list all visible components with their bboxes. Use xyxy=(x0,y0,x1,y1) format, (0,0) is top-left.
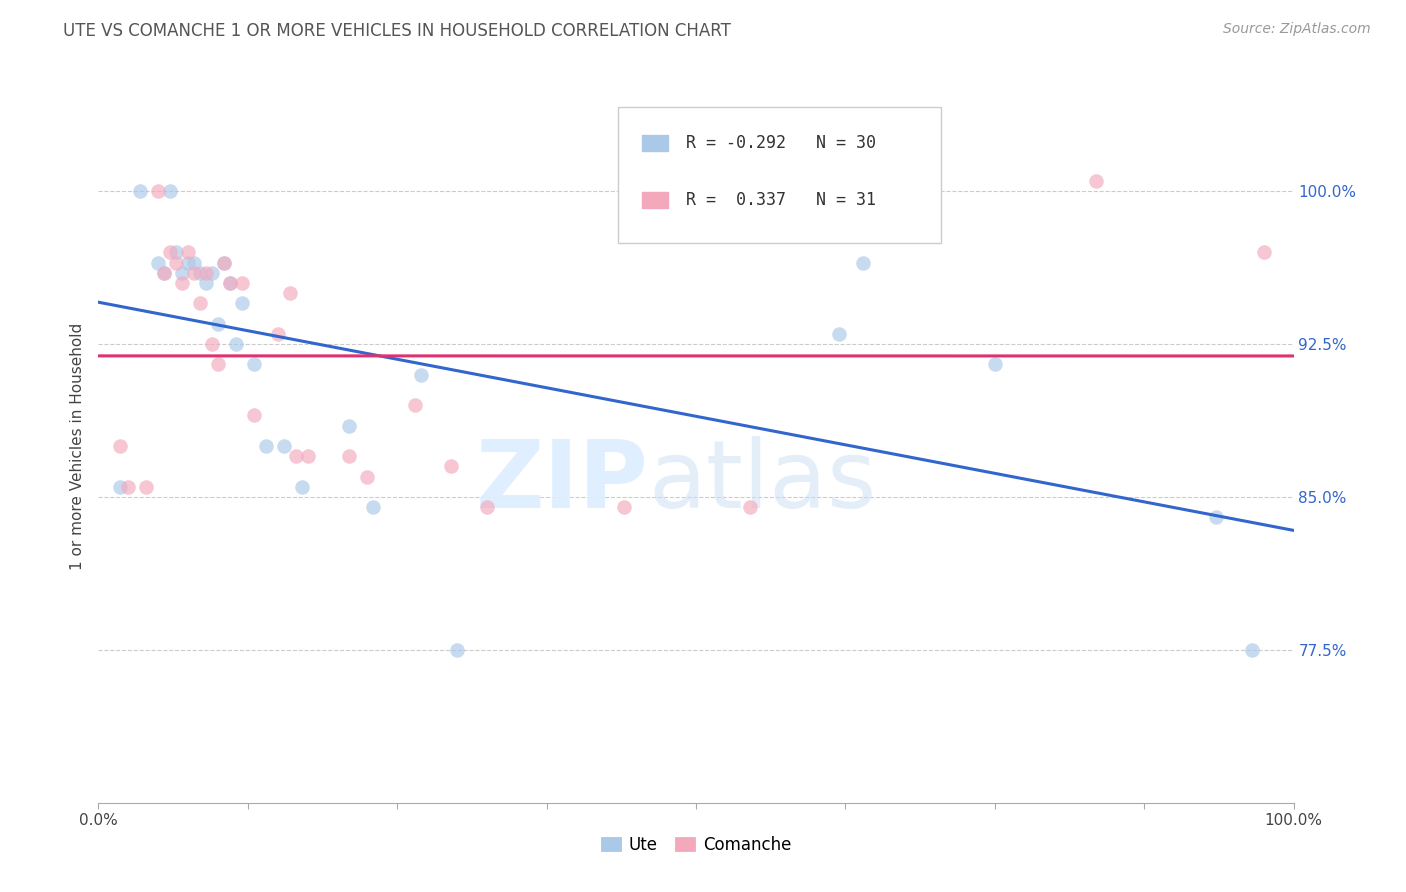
Text: atlas: atlas xyxy=(648,435,876,528)
Point xyxy=(212,255,235,269)
Point xyxy=(1205,510,1227,524)
Point xyxy=(284,449,307,463)
Point xyxy=(177,255,200,269)
Point xyxy=(108,480,131,494)
Point xyxy=(297,449,319,463)
Point xyxy=(153,266,176,280)
Point xyxy=(219,276,242,290)
Text: R = -0.292   N = 30: R = -0.292 N = 30 xyxy=(686,134,876,152)
Point xyxy=(117,480,139,494)
FancyBboxPatch shape xyxy=(619,107,941,243)
Point xyxy=(188,296,211,310)
Point xyxy=(201,337,224,351)
Point xyxy=(446,643,468,657)
Point xyxy=(159,245,181,260)
Y-axis label: 1 or more Vehicles in Household: 1 or more Vehicles in Household xyxy=(70,322,86,570)
Point xyxy=(148,255,170,269)
Point xyxy=(243,358,266,372)
Text: R =  0.337   N = 31: R = 0.337 N = 31 xyxy=(686,191,876,209)
Point xyxy=(195,276,218,290)
Point xyxy=(135,480,157,494)
Point xyxy=(852,255,875,269)
Point xyxy=(165,245,187,260)
Point xyxy=(195,266,218,280)
Point xyxy=(172,266,194,280)
Text: ZIP: ZIP xyxy=(475,435,648,528)
Point xyxy=(613,500,636,515)
Point xyxy=(1240,643,1263,657)
Point xyxy=(231,296,253,310)
Point xyxy=(207,358,229,372)
Point xyxy=(738,500,761,515)
FancyBboxPatch shape xyxy=(643,192,668,208)
Point xyxy=(153,266,176,280)
Legend: Ute, Comanche: Ute, Comanche xyxy=(596,830,796,859)
Point xyxy=(339,449,361,463)
Point xyxy=(108,439,131,453)
Text: UTE VS COMANCHE 1 OR MORE VEHICLES IN HOUSEHOLD CORRELATION CHART: UTE VS COMANCHE 1 OR MORE VEHICLES IN HO… xyxy=(63,22,731,40)
Point xyxy=(475,500,498,515)
Point xyxy=(177,245,200,260)
Point xyxy=(231,276,253,290)
Point xyxy=(212,255,235,269)
Point xyxy=(254,439,277,453)
Point xyxy=(291,480,314,494)
Point xyxy=(273,439,295,453)
Point xyxy=(183,266,205,280)
Text: Source: ZipAtlas.com: Source: ZipAtlas.com xyxy=(1223,22,1371,37)
Point xyxy=(828,326,851,341)
Point xyxy=(201,266,224,280)
Point xyxy=(183,255,205,269)
Point xyxy=(363,500,385,515)
Point xyxy=(148,184,170,198)
Point xyxy=(159,184,181,198)
Point xyxy=(1253,245,1275,260)
Point xyxy=(339,418,361,433)
Point xyxy=(267,326,290,341)
Point xyxy=(411,368,433,382)
Point xyxy=(356,469,378,483)
Point xyxy=(440,459,463,474)
Point xyxy=(219,276,242,290)
Point xyxy=(129,184,152,198)
FancyBboxPatch shape xyxy=(643,135,668,151)
Point xyxy=(225,337,247,351)
Point xyxy=(188,266,211,280)
Point xyxy=(984,358,1007,372)
Point xyxy=(278,286,301,301)
Point xyxy=(243,409,266,423)
Point xyxy=(404,398,426,412)
Point xyxy=(1085,174,1108,188)
Point xyxy=(172,276,194,290)
Point xyxy=(207,317,229,331)
Point xyxy=(165,255,187,269)
